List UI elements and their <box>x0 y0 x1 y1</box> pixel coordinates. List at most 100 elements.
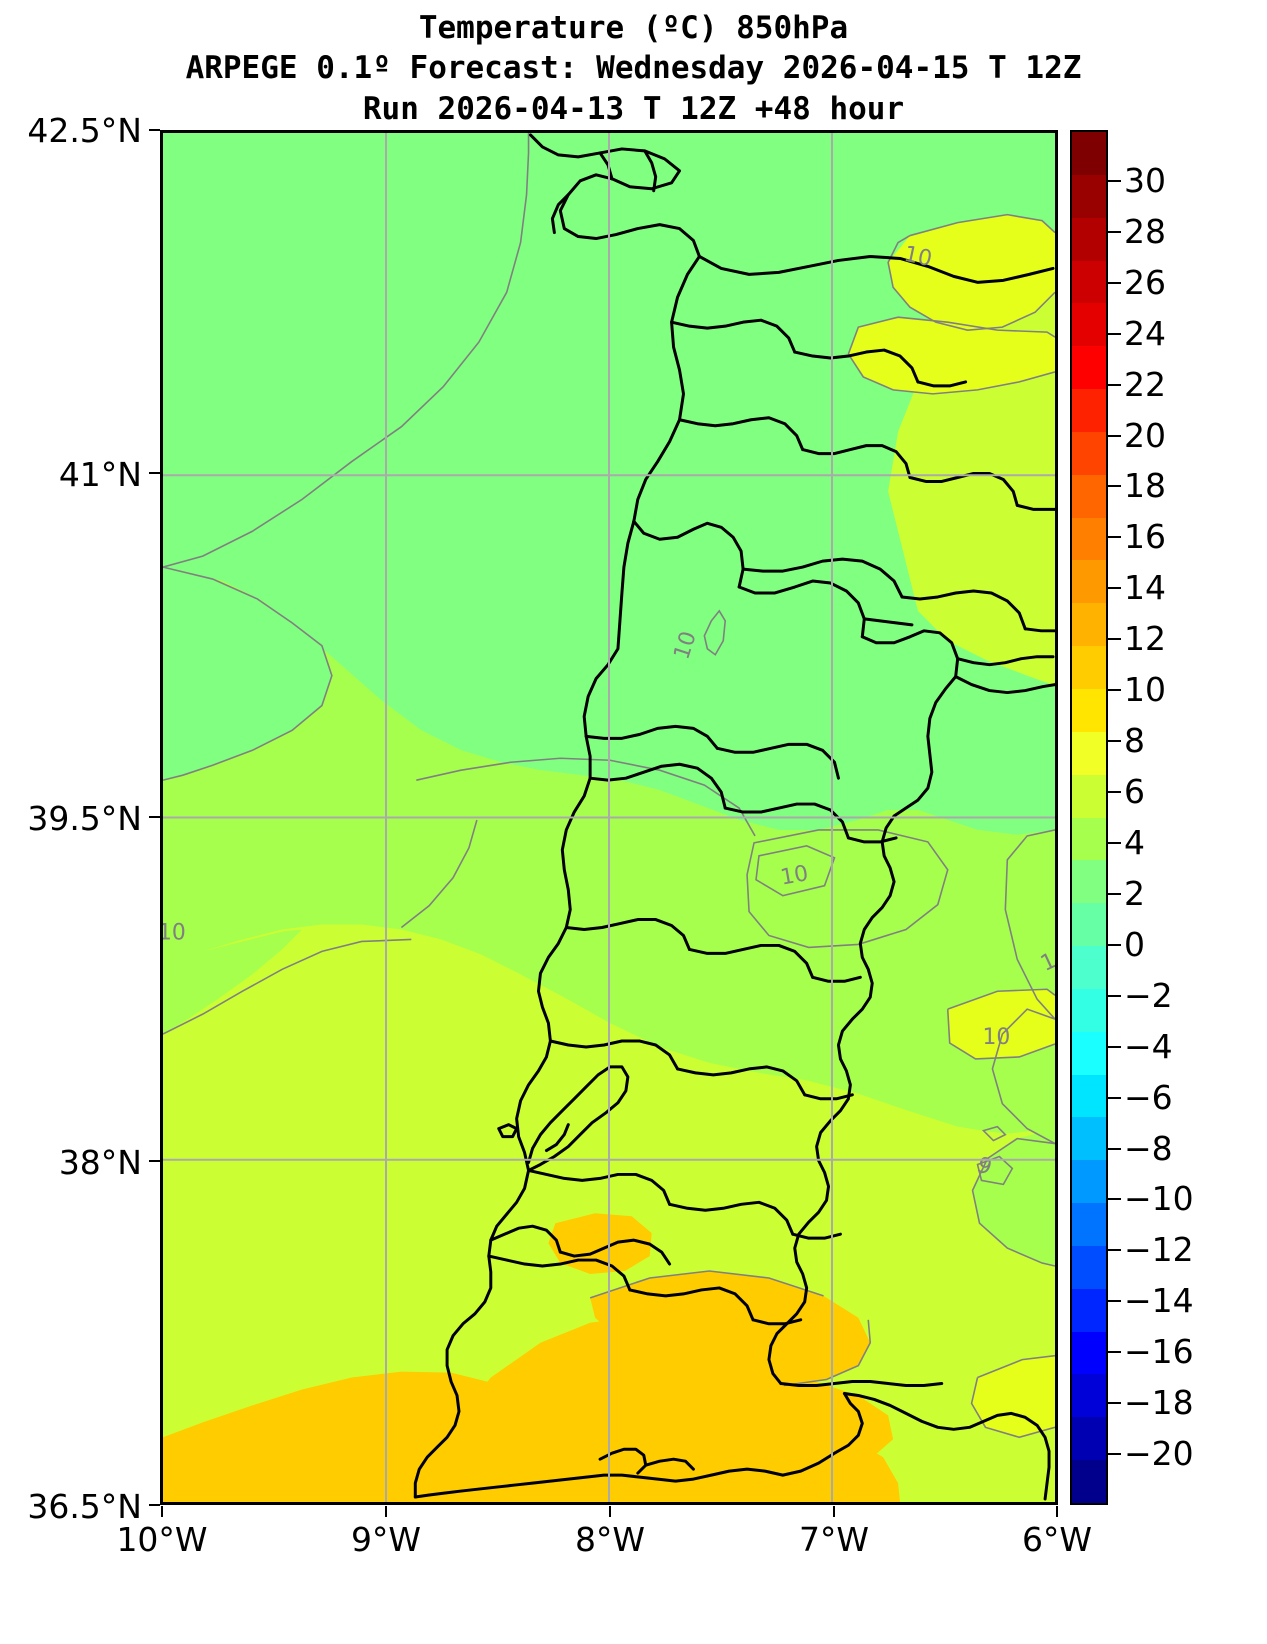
colorbar-tick <box>1108 1453 1121 1456</box>
colorbar-tick <box>1108 638 1121 641</box>
colorbar-tick-label: 8 <box>1124 721 1145 761</box>
colorbar-tick <box>1108 1249 1121 1252</box>
lon-tick <box>161 1506 163 1517</box>
colorbar-tick <box>1108 1045 1121 1048</box>
colorbar-tick-label: 30 <box>1124 160 1166 200</box>
colorbar-segment <box>1072 1417 1106 1461</box>
field-patch-green-west <box>163 929 303 1035</box>
temperature-field-svg: 10 10 10 10 1 10 9 <box>163 133 1055 1502</box>
colorbar-segment <box>1072 1203 1106 1246</box>
colorbar-segment <box>1072 217 1106 261</box>
colorbar-tick <box>1108 689 1121 692</box>
field-band-east-green <box>1005 829 1055 1020</box>
lon-tick <box>833 1506 835 1517</box>
map-plot-area[interactable]: 10 10 10 10 1 10 9 <box>160 130 1058 1505</box>
field-small-green-patch <box>756 845 835 896</box>
field-pocket-ne-yellow <box>888 214 1055 331</box>
colorbar-segment <box>1072 860 1106 904</box>
lat-tick <box>149 816 160 818</box>
lat-label-41: 41°N <box>58 455 142 494</box>
colorbar-segment <box>1072 517 1106 561</box>
colorbar-segment <box>1072 260 1106 304</box>
colorbar-tick <box>1108 383 1121 386</box>
colorbar-segment <box>1072 560 1106 604</box>
colorbar-tick-label: −14 <box>1124 1281 1194 1321</box>
colorbar-tick <box>1108 994 1121 997</box>
colorbar-segment <box>1072 1460 1106 1503</box>
colorbar-tick-label: −2 <box>1124 975 1173 1015</box>
colorbar-tick-label: 26 <box>1124 262 1166 302</box>
colorbar-tick-label: −16 <box>1124 1332 1194 1372</box>
colorbar-segment <box>1072 731 1106 775</box>
colorbar-tick <box>1108 179 1121 182</box>
lon-label-7w: 7°W <box>798 1520 870 1559</box>
lat-tick <box>149 1504 160 1506</box>
colorbar-tick <box>1108 281 1121 284</box>
colorbar-tick <box>1108 791 1121 794</box>
colorbar-tick <box>1108 1147 1121 1150</box>
colorbar-tick-label: 16 <box>1124 517 1166 557</box>
colorbar-segment <box>1072 1288 1106 1332</box>
contour-label: 10 <box>902 242 934 272</box>
colorbar-tick <box>1108 434 1121 437</box>
colorbar-segment <box>1072 1117 1106 1161</box>
contour-label: 10 <box>982 1025 1010 1050</box>
field-patch-gold-inland <box>548 1213 652 1274</box>
colorbar-tick <box>1108 943 1121 946</box>
colorbar-tick-label: −18 <box>1124 1383 1194 1423</box>
lon-tick <box>609 1506 611 1517</box>
colorbar-segment <box>1072 132 1106 175</box>
colorbar-tick <box>1108 1096 1121 1099</box>
colorbar-segment <box>1072 603 1106 647</box>
colorbar-tick <box>1108 332 1121 335</box>
colorbar-tick <box>1108 892 1121 895</box>
field-patch-gold-west <box>609 1382 819 1453</box>
colorbar-tick-label: 18 <box>1124 466 1166 506</box>
colorbar-segment <box>1072 988 1106 1032</box>
colorbar-tick-label: −12 <box>1124 1230 1194 1270</box>
colorbar-tick-label: 2 <box>1124 873 1145 913</box>
field-patch-yellow-east <box>947 989 1055 1059</box>
lat-tick <box>149 1160 160 1162</box>
lon-label-8w: 8°W <box>574 1520 646 1559</box>
contour-label: 10 <box>779 861 811 890</box>
colorbar-tick-label: 6 <box>1124 772 1145 812</box>
lon-tick <box>1056 1506 1058 1517</box>
colorbar-tick <box>1108 587 1121 590</box>
colorbar-tick-label: 28 <box>1124 211 1166 251</box>
gridlines <box>163 133 1055 1502</box>
colorbar-segment <box>1072 1331 1106 1375</box>
lon-label-9w: 9°W <box>350 1520 422 1559</box>
contour-label: 10 <box>163 920 186 945</box>
lat-tick <box>149 472 160 474</box>
lat-label-36-5: 36.5°N <box>27 1487 142 1526</box>
colorbar-tick-label: −20 <box>1124 1434 1194 1474</box>
colorbar-tick-label: 12 <box>1124 619 1166 659</box>
lon-label-10w: 10°W <box>116 1520 208 1559</box>
colorbar-segment <box>1072 1074 1106 1118</box>
colorbar-tick <box>1108 841 1121 844</box>
colorbar-tick-label: 0 <box>1124 924 1145 964</box>
colorbar-segment <box>1072 774 1106 818</box>
colorbar-tick-label: 14 <box>1124 568 1166 608</box>
colorbar-tick-label: 4 <box>1124 822 1145 862</box>
lat-label-38: 38°N <box>58 1143 142 1182</box>
colorbar-segment <box>1072 1245 1106 1289</box>
title-line-1: Temperature (ºC) 850hPa <box>418 10 849 46</box>
lat-tick <box>149 129 160 131</box>
lat-label-39-5: 39.5°N <box>27 799 142 838</box>
colorbar[interactable] <box>1070 130 1108 1505</box>
colorbar-tick <box>1108 485 1121 488</box>
colorbar-segment <box>1072 903 1106 947</box>
colorbar-tick-label: 20 <box>1124 415 1166 455</box>
colorbar-tick-label: −6 <box>1124 1077 1173 1117</box>
colorbar-segment <box>1072 1374 1106 1418</box>
lon-tick <box>385 1506 387 1517</box>
colorbar-segment <box>1072 389 1106 432</box>
colorbar-segment <box>1072 474 1106 518</box>
colorbar-tick-label: 22 <box>1124 364 1166 404</box>
colorbar-segment <box>1072 817 1106 861</box>
figure-title: Temperature (ºC) 850hPa ARPEGE 0.1º Fore… <box>0 8 1267 129</box>
lon-label-6w: 6°W <box>1021 1520 1093 1559</box>
